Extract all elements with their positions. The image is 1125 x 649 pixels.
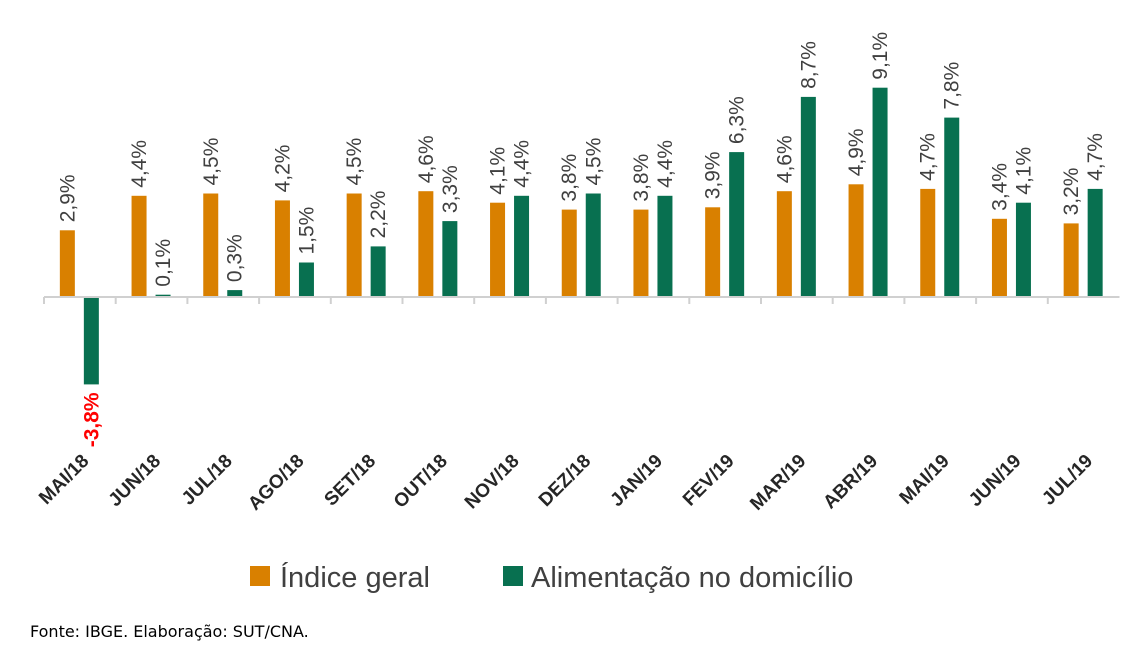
data-label: 7,8%: [941, 62, 964, 110]
x-tick-label: JUN/18: [105, 451, 165, 511]
data-label: 8,7%: [797, 41, 820, 89]
x-tick-label: OUT/18: [390, 451, 452, 513]
x-tick-label: MAR/19: [746, 451, 810, 515]
x-tick-label: ABR/19: [819, 451, 882, 514]
data-label: 9,1%: [869, 32, 892, 80]
bar-indice-geral: [776, 191, 792, 297]
bar-alimentacao: [370, 246, 386, 297]
data-label: 3,4%: [988, 163, 1011, 211]
data-label: 0,1%: [152, 239, 175, 287]
bar-alimentacao: [83, 297, 99, 385]
legend-label-alimentacao: Alimentação no domicílio: [531, 562, 853, 594]
bar-indice-geral: [633, 209, 649, 297]
x-tick-label: FEV/19: [679, 451, 739, 511]
bar-indice-geral: [203, 193, 219, 297]
bar-indice-geral: [59, 230, 75, 297]
data-label: 4,4%: [511, 140, 534, 188]
bar-indice-geral: [705, 207, 721, 297]
bar-alimentacao: [657, 195, 673, 297]
x-tick-label: DEZ/18: [535, 451, 595, 511]
x-tick-label: MAI/19: [896, 451, 954, 509]
data-label: 3,9%: [702, 151, 725, 199]
data-label: 4,5%: [343, 138, 366, 186]
data-label: 4,4%: [654, 140, 677, 188]
data-label: 4,1%: [487, 147, 510, 195]
x-tick-label: MAI/18: [35, 451, 93, 509]
bar-alimentacao: [872, 87, 888, 297]
bar-alimentacao: [729, 152, 745, 297]
bar-indice-geral: [418, 191, 434, 297]
legend-label-indice-geral: Índice geral: [280, 561, 430, 594]
data-label: 4,5%: [582, 138, 605, 186]
data-label: 4,2%: [271, 145, 294, 193]
bar-alimentacao: [1087, 188, 1103, 297]
bar-alimentacao: [227, 290, 243, 297]
legend-swatch-indice-geral: [250, 566, 270, 586]
data-label: 4,1%: [1012, 147, 1035, 195]
data-label: -3,8%: [80, 392, 103, 447]
bar-alimentacao: [585, 193, 601, 297]
data-label: 4,6%: [773, 135, 796, 183]
bar-indice-geral: [848, 184, 864, 297]
data-label: 4,7%: [1084, 133, 1107, 181]
data-label: 3,2%: [1060, 168, 1083, 216]
bar-indice-geral: [1063, 223, 1079, 297]
bar-indice-geral: [490, 202, 506, 297]
data-label: 2,9%: [56, 174, 79, 222]
x-tick-label: JUL/18: [178, 451, 237, 510]
x-tick-label: SET/18: [321, 451, 381, 511]
data-label: 4,9%: [845, 128, 868, 176]
bar-indice-geral: [920, 188, 936, 297]
data-label: 4,6%: [415, 135, 438, 183]
x-tick-label: AGO/18: [244, 451, 308, 515]
data-label: 2,2%: [367, 191, 390, 239]
bar-indice-geral: [131, 195, 147, 297]
bar-indice-geral: [991, 218, 1007, 297]
data-label: 3,3%: [439, 165, 462, 213]
legend-swatch-alimentacao: [503, 566, 523, 586]
bar-indice-geral: [274, 200, 290, 297]
data-label: 6,3%: [726, 96, 749, 144]
bar-alimentacao: [1015, 202, 1031, 297]
data-label: 4,5%: [200, 138, 223, 186]
data-label: 1,5%: [295, 207, 318, 255]
bar-indice-geral: [561, 209, 577, 297]
bar-alimentacao: [298, 262, 314, 297]
x-tick-label: NOV/18: [461, 451, 524, 514]
bar-indice-geral: [346, 193, 362, 297]
data-label: 0,3%: [224, 234, 247, 282]
bar-alimentacao: [442, 221, 458, 297]
data-label: 4,4%: [128, 140, 151, 188]
bar-alimentacao: [514, 195, 530, 297]
bar-alimentacao: [800, 96, 816, 298]
data-label: 3,8%: [630, 154, 653, 202]
x-tick-label: JAN/19: [607, 451, 667, 511]
source-note: Fonte: IBGE. Elaboração: SUT/CNA.: [30, 622, 309, 641]
bar-alimentacao: [944, 117, 960, 297]
bar-alimentacao: [155, 294, 171, 297]
data-label: 4,7%: [917, 133, 940, 181]
data-label: 3,8%: [558, 154, 581, 202]
x-tick-label: JUL/19: [1038, 451, 1097, 510]
legend: Índice geral Alimentação no domicílio: [250, 561, 853, 594]
x-tick-label: JUN/19: [965, 451, 1025, 511]
